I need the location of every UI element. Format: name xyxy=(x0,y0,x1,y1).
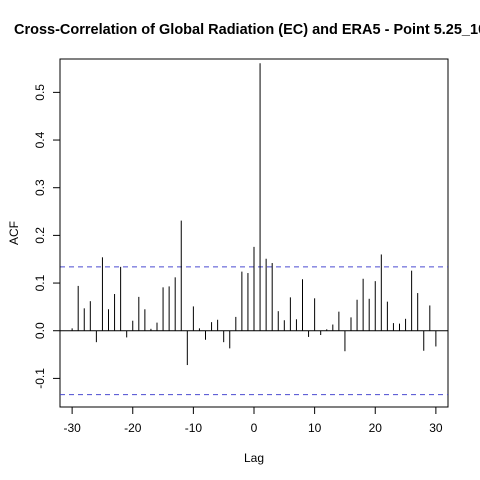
x-tick-label: -20 xyxy=(124,421,142,435)
confidence-bounds xyxy=(60,266,448,396)
x-tick-label: -10 xyxy=(185,421,203,435)
y-tick-label: 0.1 xyxy=(33,274,47,291)
x-tick-label: 10 xyxy=(308,421,322,435)
y-tick-label: 0.2 xyxy=(33,227,47,244)
chart-title: Cross-Correlation of Global Radiation (E… xyxy=(14,22,480,38)
x-tick-label: 20 xyxy=(369,421,383,435)
y-axis: -0.1 0.0 0.1 0.2 0.3 0.4 0.5 xyxy=(33,84,61,389)
y-tick-label: -0.1 xyxy=(33,368,47,389)
plot-frame xyxy=(59,58,449,408)
y-tick-label: 0.3 xyxy=(33,179,47,196)
ccf-bars xyxy=(71,63,437,366)
y-tick-label: 0.5 xyxy=(33,84,47,101)
x-axis-label: Lag xyxy=(244,451,264,465)
x-tick-label: 0 xyxy=(251,421,258,435)
x-axis: -30 -20 -10 0 10 20 30 xyxy=(63,406,443,435)
y-tick-label: 0.0 xyxy=(33,322,47,339)
y-tick-label: 0.4 xyxy=(33,131,47,148)
x-tick-label: 30 xyxy=(429,421,443,435)
y-axis-label: ACF xyxy=(7,221,21,245)
x-tick-label: -30 xyxy=(63,421,81,435)
